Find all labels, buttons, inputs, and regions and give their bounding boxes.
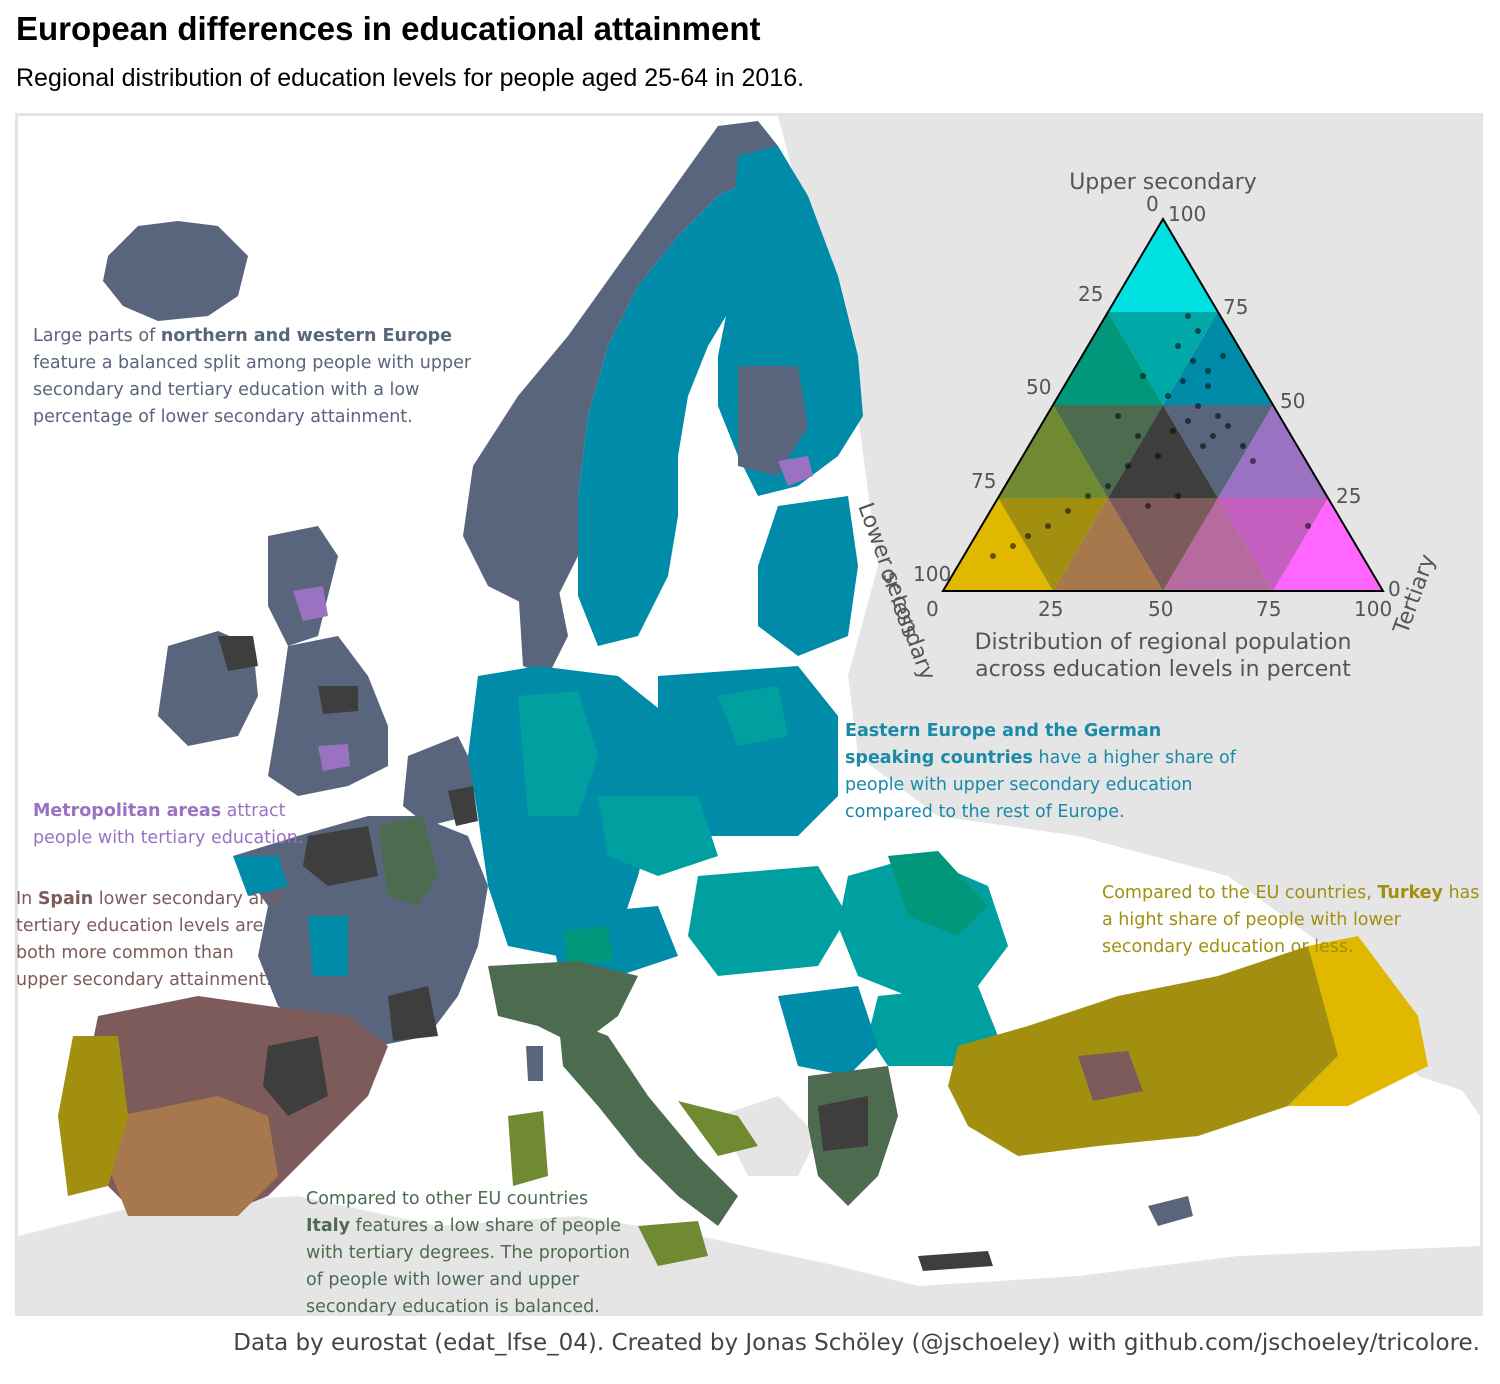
italy-north-region [488, 961, 638, 1046]
england-dark [318, 686, 358, 714]
annotation-northern-western-europe: Large parts of northern and western Euro… [33, 323, 513, 431]
europe-map-icon: Upper secondary Tertiary Distribution of… [18, 116, 1480, 1313]
serbia-region [778, 986, 878, 1076]
legend-top-label: Upper secondary [1069, 170, 1257, 195]
tick-bottom-50: 50 [1148, 597, 1173, 621]
poland-teal-region [718, 686, 788, 746]
paris-dark [303, 826, 378, 886]
tick-left-50: 50 [1026, 375, 1051, 399]
annotation-metropolitan-areas: Metropolitan areas attract people with t… [33, 798, 313, 852]
annotation-eastern-europe: Eastern Europe and the German speaking c… [845, 718, 1245, 826]
annotation-turkey: Compared to the EU countries, Turkey has… [1102, 880, 1482, 961]
athens-dark [818, 1096, 868, 1151]
legend-bottom-label-2: across education levels in percent [975, 657, 1351, 682]
ann-italy-post: features a low share of people with tert… [306, 1216, 630, 1317]
istanbul-region [958, 1036, 1018, 1086]
switzerland-green [563, 926, 613, 964]
ann-italy-bold: Italy [306, 1216, 351, 1236]
tick-left-75: 75 [971, 469, 996, 493]
tick-bottom-0: 0 [926, 597, 939, 621]
germany-teal-region [518, 691, 598, 816]
france-east-green [378, 816, 438, 906]
ann-east-post: have a higher share of people with upper… [845, 748, 1236, 822]
baltics-region [758, 496, 858, 656]
poland-region [658, 666, 838, 836]
turkey-region [948, 946, 1348, 1156]
iceland-region [103, 221, 248, 321]
ann-east-bold: Eastern Europe and the German speaking c… [845, 721, 1162, 768]
norway-region [463, 121, 778, 606]
ann-spain-pre: In [16, 889, 38, 909]
belfast-dark [218, 636, 258, 671]
crete-region [918, 1251, 993, 1271]
scotland-region [268, 526, 338, 646]
tick-bottom-25: 25 [1038, 597, 1063, 621]
spain-inner-region [108, 1096, 278, 1216]
italy-south-region [678, 1101, 758, 1156]
england-region [268, 636, 388, 796]
france-west-blue [233, 856, 288, 896]
tick-top-100: 100 [1168, 202, 1206, 226]
page-subtitle: Regional distribution of education level… [16, 64, 805, 92]
ann-italy-pre: Compared to other EU countries [306, 1189, 589, 1209]
ann-north-bold: northern and western Europe [160, 326, 453, 346]
tick-bottom-75: 75 [1256, 597, 1281, 621]
ann-turkey-pre: Compared to the EU countries, [1102, 883, 1378, 903]
annotation-spain: In Spain lower secondary and tertiary ed… [16, 886, 286, 994]
spain-dark-region [263, 1036, 328, 1116]
sicily-region [638, 1221, 708, 1266]
ann-turkey-bold: Turkey [1377, 883, 1443, 903]
caucasus-land [1348, 876, 1480, 1116]
edinburgh-metro [293, 586, 328, 621]
tick-right-50: 50 [1280, 389, 1305, 413]
tick-right-0: 0 [1388, 577, 1401, 601]
marseille-dark [388, 986, 438, 1041]
tick-left-25: 25 [1078, 282, 1103, 306]
annotation-italy: Compared to other EU countries Italy fea… [306, 1186, 636, 1321]
cyprus-region [1148, 1196, 1193, 1226]
tick-right-25: 25 [1336, 484, 1361, 508]
helsinki-metro [778, 456, 813, 486]
ann-metro-bold: Metropolitan areas [33, 801, 222, 821]
finland-south-region [738, 366, 808, 476]
russia-land [778, 116, 1480, 1096]
sardinia-region [508, 1111, 548, 1186]
hungary-teal-region [688, 866, 848, 976]
portugal-region [58, 1036, 128, 1196]
italy-region [558, 1016, 738, 1226]
ann-turkey-post: has a hight share of people with lower s… [1102, 883, 1480, 957]
denmark-region [518, 586, 568, 676]
ann-north-post: feature a balanced split among people wi… [33, 353, 472, 427]
turkey-east-region [1288, 936, 1428, 1106]
romania-green-region [888, 851, 988, 936]
turkey-central-region [1078, 1051, 1143, 1101]
balkan-gray-land [718, 1096, 818, 1176]
tick-left-0: 0 [1146, 192, 1159, 216]
tick-left-100: 100 [913, 562, 951, 586]
map-panel: Upper secondary Tertiary Distribution of… [15, 113, 1483, 1316]
africa-land [18, 1196, 1480, 1313]
legend-bottom-label-1: Distribution of regional population [975, 630, 1352, 655]
data-source-caption: Data by eurostat (edat_lfse_04). Created… [233, 1330, 1480, 1356]
ann-metro-post: attract people with tertiary education. [33, 801, 304, 848]
ann-north-pre: Large parts of [33, 326, 161, 346]
london-metro [318, 744, 350, 771]
ann-spain-post: lower secondary and tertiary education l… [16, 889, 282, 990]
page-title: European differences in educational atta… [16, 10, 761, 47]
brussels-dark [448, 786, 478, 826]
sweden-region [578, 176, 758, 646]
ann-spain-bold: Spain [37, 889, 94, 909]
france-centre-blue [308, 916, 348, 976]
tick-bottom-100: 100 [1354, 597, 1392, 621]
czech-teal-region [598, 796, 718, 876]
tick-right-75: 75 [1223, 295, 1248, 319]
corsica-region [526, 1046, 543, 1081]
